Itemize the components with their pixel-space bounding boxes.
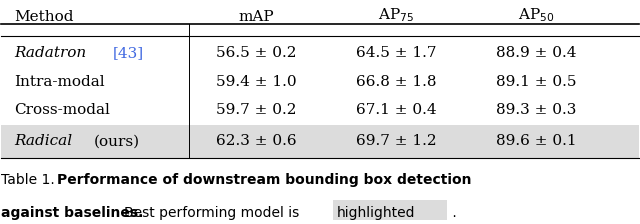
Text: against baselines.: against baselines. — [1, 206, 144, 220]
Text: 59.4 ± 1.0: 59.4 ± 1.0 — [216, 75, 296, 89]
FancyBboxPatch shape — [1, 125, 639, 157]
Text: 89.1 ± 0.5: 89.1 ± 0.5 — [497, 75, 577, 89]
Text: Radatron: Radatron — [14, 46, 92, 60]
Text: Radical: Radical — [14, 134, 77, 148]
Text: Method: Method — [14, 10, 74, 24]
Text: Table 1.: Table 1. — [1, 173, 60, 187]
Text: (ours): (ours) — [94, 134, 140, 148]
Text: 64.5 ± 1.7: 64.5 ± 1.7 — [356, 46, 436, 60]
Text: 88.9 ± 0.4: 88.9 ± 0.4 — [497, 46, 577, 60]
Text: AP$_{75}$: AP$_{75}$ — [378, 7, 415, 24]
Text: mAP: mAP — [239, 10, 274, 24]
Text: 89.6 ± 0.1: 89.6 ± 0.1 — [497, 134, 577, 148]
Text: 66.8 ± 1.8: 66.8 ± 1.8 — [356, 75, 436, 89]
Text: highlighted: highlighted — [337, 206, 415, 220]
Text: Best performing model is: Best performing model is — [124, 206, 304, 220]
Text: 69.7 ± 1.2: 69.7 ± 1.2 — [356, 134, 436, 148]
Text: 59.7 ± 0.2: 59.7 ± 0.2 — [216, 103, 296, 117]
Text: 56.5 ± 0.2: 56.5 ± 0.2 — [216, 46, 296, 60]
Text: 67.1 ± 0.4: 67.1 ± 0.4 — [356, 103, 436, 117]
Text: Intra-modal: Intra-modal — [14, 75, 105, 89]
Text: 89.3 ± 0.3: 89.3 ± 0.3 — [497, 103, 577, 117]
Text: 62.3 ± 0.6: 62.3 ± 0.6 — [216, 134, 296, 148]
FancyBboxPatch shape — [333, 200, 447, 224]
Text: AP$_{50}$: AP$_{50}$ — [518, 7, 555, 24]
Text: Performance of downstream bounding box detection: Performance of downstream bounding box d… — [58, 173, 472, 187]
Text: Cross-modal: Cross-modal — [14, 103, 110, 117]
Text: .: . — [448, 206, 457, 220]
Text: [43]: [43] — [113, 46, 144, 60]
